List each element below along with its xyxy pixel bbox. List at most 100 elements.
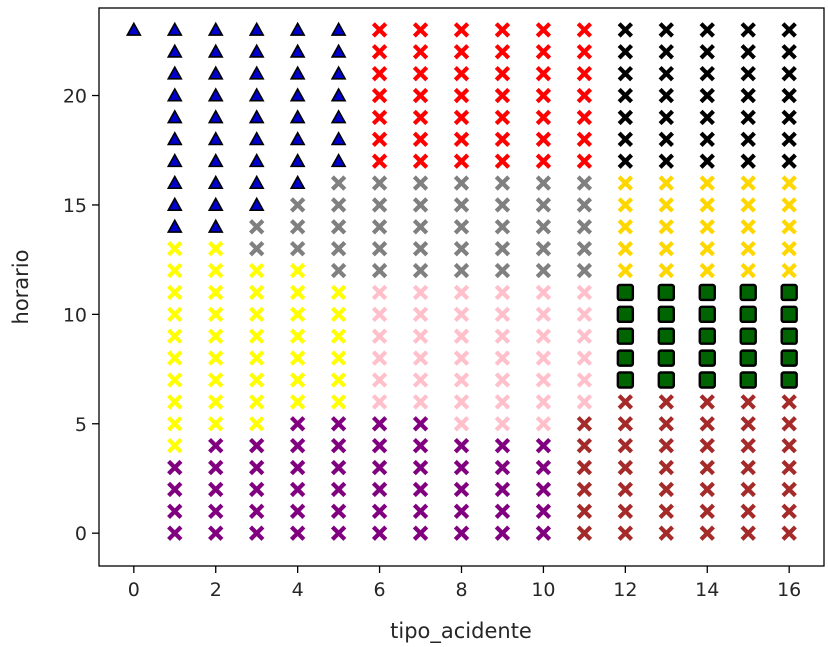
point-blue-1-16 bbox=[166, 174, 183, 190]
point-pink-7-8 bbox=[412, 350, 429, 366]
point-gray-4-15 bbox=[289, 197, 306, 213]
point-gold-15-15 bbox=[740, 197, 756, 213]
point-green-16-11 bbox=[780, 283, 798, 302]
point-pink-6-6 bbox=[371, 394, 388, 410]
point-blue-4-17 bbox=[289, 153, 306, 168]
point-purple-7-2 bbox=[412, 481, 429, 498]
point-purple-10-2 bbox=[535, 481, 552, 498]
point-brown-13-4 bbox=[658, 437, 674, 454]
point-gold-13-15 bbox=[658, 197, 674, 213]
point-gray-9-13 bbox=[494, 241, 511, 257]
point-red-6-23 bbox=[371, 22, 388, 38]
point-purple-7-4 bbox=[412, 437, 429, 454]
point-blue-3-17 bbox=[248, 153, 265, 168]
point-red-9-20 bbox=[494, 87, 511, 104]
point-blue-1-22 bbox=[166, 43, 183, 58]
point-red-9-19 bbox=[494, 109, 511, 126]
point-gray-11-14 bbox=[576, 219, 593, 235]
point-red-8-21 bbox=[453, 65, 470, 82]
point-gray-5-15 bbox=[330, 197, 347, 213]
point-pink-9-8 bbox=[494, 350, 511, 366]
point-blue-3-18 bbox=[248, 131, 265, 146]
point-gray-3-14 bbox=[249, 219, 265, 235]
point-blue-2-19 bbox=[207, 109, 224, 124]
point-red-10-20 bbox=[535, 87, 552, 104]
point-purple-9-1 bbox=[494, 503, 511, 519]
point-brown-16-3 bbox=[781, 459, 797, 476]
point-brown-16-4 bbox=[781, 437, 797, 454]
point-purple-2-2 bbox=[208, 481, 224, 498]
point-yellow-5-11 bbox=[330, 284, 347, 301]
x-tick-label-4: 4 bbox=[292, 579, 304, 601]
point-pink-7-6 bbox=[412, 394, 429, 410]
point-black-15-23 bbox=[740, 22, 756, 38]
point-yellow-2-11 bbox=[208, 284, 224, 301]
point-green-13-10 bbox=[657, 305, 676, 324]
point-black-12-19 bbox=[617, 109, 634, 126]
point-purple-10-1 bbox=[535, 503, 552, 519]
point-pink-6-11 bbox=[371, 284, 388, 301]
point-blue-5-21 bbox=[330, 65, 347, 80]
point-black-16-19 bbox=[781, 109, 797, 126]
x-tick-label-14: 14 bbox=[695, 579, 719, 601]
point-purple-4-5 bbox=[289, 416, 306, 432]
point-black-12-20 bbox=[617, 87, 634, 104]
point-blue-4-23 bbox=[289, 21, 306, 36]
point-gray-7-13 bbox=[412, 241, 429, 257]
data-points bbox=[125, 21, 798, 541]
point-red-10-22 bbox=[535, 44, 552, 60]
point-brown-13-6 bbox=[658, 394, 674, 410]
point-red-8-18 bbox=[453, 131, 470, 147]
point-pink-10-6 bbox=[535, 394, 552, 410]
point-yellow-3-9 bbox=[249, 328, 265, 344]
point-pink-7-11 bbox=[412, 284, 429, 301]
point-pink-11-7 bbox=[576, 372, 593, 388]
point-brown-13-1 bbox=[658, 503, 674, 519]
point-gold-12-12 bbox=[617, 262, 634, 279]
point-pink-8-10 bbox=[453, 306, 470, 323]
point-yellow-2-5 bbox=[208, 416, 224, 432]
point-gold-14-13 bbox=[699, 241, 715, 257]
point-gray-7-12 bbox=[412, 262, 429, 279]
point-green-15-11 bbox=[739, 283, 757, 302]
point-yellow-5-8 bbox=[330, 350, 347, 366]
point-pink-10-5 bbox=[535, 416, 552, 432]
point-pink-11-8 bbox=[576, 350, 593, 366]
point-gold-12-16 bbox=[617, 175, 634, 191]
point-blue-3-19 bbox=[248, 109, 265, 124]
point-blue-1-21 bbox=[166, 65, 183, 80]
x-tick-label-2: 2 bbox=[210, 579, 222, 601]
point-pink-7-7 bbox=[412, 372, 429, 388]
point-brown-14-3 bbox=[699, 459, 715, 476]
point-gold-14-15 bbox=[699, 197, 715, 213]
point-black-13-23 bbox=[658, 22, 674, 38]
point-gray-9-16 bbox=[494, 175, 511, 191]
point-yellow-1-7 bbox=[167, 372, 183, 388]
point-yellow-4-6 bbox=[289, 394, 306, 410]
point-yellow-2-9 bbox=[208, 328, 224, 344]
point-purple-2-0 bbox=[208, 525, 224, 541]
point-pink-8-6 bbox=[453, 394, 470, 410]
point-black-13-17 bbox=[658, 153, 674, 169]
point-gray-10-13 bbox=[535, 241, 552, 257]
point-yellow-1-9 bbox=[167, 328, 183, 344]
point-red-11-22 bbox=[576, 44, 593, 60]
point-black-13-19 bbox=[658, 109, 674, 126]
point-red-8-17 bbox=[453, 153, 470, 169]
point-yellow-3-8 bbox=[249, 350, 265, 366]
point-red-9-17 bbox=[494, 153, 511, 169]
point-pink-9-5 bbox=[494, 416, 511, 432]
point-red-10-19 bbox=[535, 109, 552, 126]
point-gold-13-14 bbox=[658, 219, 674, 235]
point-yellow-5-6 bbox=[330, 394, 347, 410]
point-blue-4-16 bbox=[289, 174, 306, 190]
point-gold-15-12 bbox=[740, 262, 756, 279]
point-yellow-2-12 bbox=[208, 262, 224, 279]
point-pink-11-6 bbox=[576, 394, 593, 410]
point-gray-9-15 bbox=[494, 197, 511, 213]
point-red-11-18 bbox=[576, 131, 593, 147]
point-gold-13-13 bbox=[658, 241, 674, 257]
point-brown-12-0 bbox=[617, 525, 634, 541]
point-yellow-4-9 bbox=[289, 328, 306, 344]
point-black-14-22 bbox=[699, 44, 715, 60]
